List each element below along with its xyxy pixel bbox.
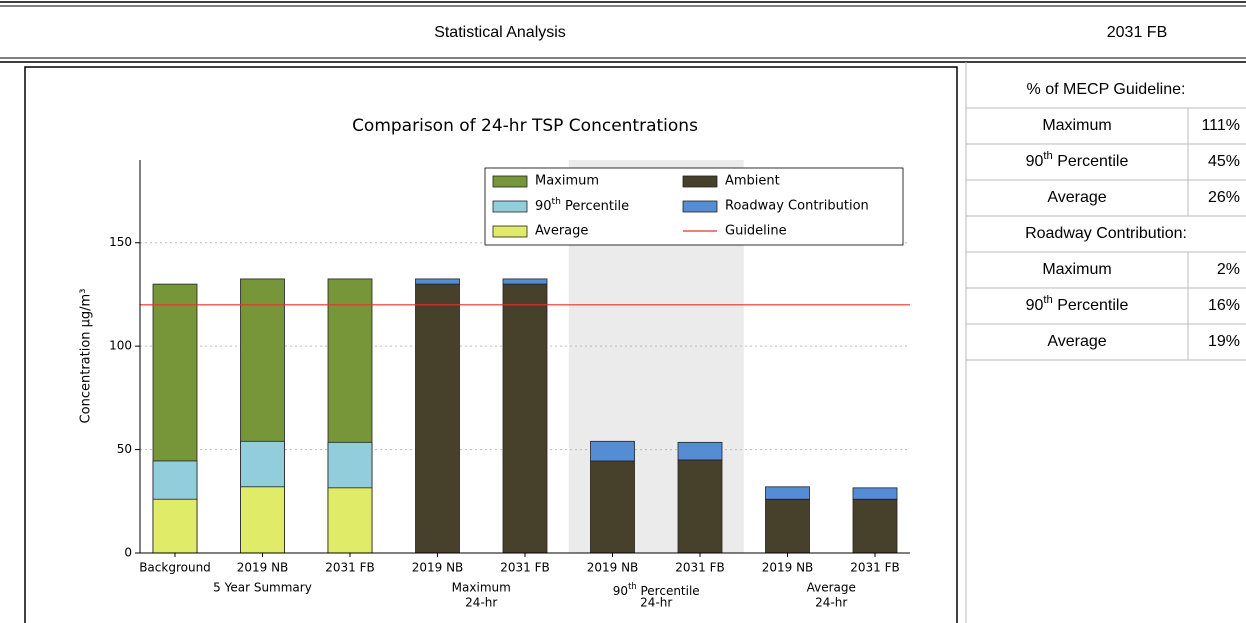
group-label: Average <box>807 581 856 595</box>
table-row-value: 45% <box>1208 153 1240 170</box>
y-axis-label: Concentration µg/m³ <box>79 289 94 424</box>
bar <box>415 278 460 285</box>
bar <box>240 486 285 554</box>
y-tick-label: 50 <box>117 442 132 456</box>
group-label: 24-hr <box>815 596 847 610</box>
table-row-value: 26% <box>1208 189 1240 206</box>
header-title: Statistical Analysis <box>434 24 566 41</box>
legend-label: Ambient <box>725 174 780 189</box>
legend-label: Maximum <box>535 174 599 189</box>
x-tick-label: 2019 NB <box>762 561 814 575</box>
table-row-value: 16% <box>1208 297 1240 314</box>
group-label: 24-hr <box>640 596 672 610</box>
table-row-label: Maximum <box>1042 117 1111 134</box>
x-tick-label: 2019 NB <box>587 561 639 575</box>
group-label: Maximum <box>452 581 511 595</box>
y-tick-label: 100 <box>109 339 132 353</box>
bar <box>502 278 548 285</box>
group-label: 24-hr <box>465 596 497 610</box>
legend-label: Guideline <box>725 224 787 239</box>
legend-swatch <box>492 225 528 238</box>
chart-title: Comparison of 24-hr TSP Concentrations <box>352 116 698 136</box>
x-tick-label: 2019 NB <box>412 561 464 575</box>
x-tick-label: 2031 FB <box>675 561 725 575</box>
table-row-label: 90th Percentile <box>1026 294 1129 314</box>
bar <box>852 498 898 554</box>
table-row-label: Average <box>1047 189 1106 206</box>
legend-label: Roadway Contribution <box>725 199 869 214</box>
bar <box>327 487 373 554</box>
header-scenario: 2031 FB <box>1107 24 1167 41</box>
table-row-label: Average <box>1047 333 1106 350</box>
x-tick-label: 2019 NB <box>237 561 289 575</box>
legend-label: 90th Percentile <box>535 197 629 214</box>
table-row-value: 19% <box>1208 333 1240 350</box>
bar <box>415 283 460 554</box>
bar <box>852 487 898 500</box>
bar <box>677 441 723 461</box>
legend-swatch <box>682 175 718 188</box>
x-tick-label: 2031 FB <box>850 561 900 575</box>
x-tick-label: 2031 FB <box>325 561 375 575</box>
chart-frame <box>24 66 958 623</box>
table-row-label: Maximum <box>1042 261 1111 278</box>
bar <box>765 498 810 554</box>
table-row-value: 111% <box>1201 117 1240 134</box>
group-label: 90th Percentile <box>613 581 700 598</box>
legend-swatch <box>492 200 528 213</box>
bar <box>590 440 635 462</box>
bar <box>152 498 198 554</box>
bar <box>502 283 548 554</box>
table-row-value: 2% <box>1217 261 1240 278</box>
y-tick-label: 0 <box>124 546 132 560</box>
group-label: 5 Year Summary <box>213 581 312 595</box>
bar <box>677 459 723 554</box>
bar <box>765 486 810 500</box>
table-section-title: Roadway Contribution: <box>1025 225 1187 242</box>
bar <box>590 460 635 554</box>
table-row-label: 90th Percentile <box>1026 150 1129 170</box>
legend-swatch <box>492 175 528 188</box>
x-tick-label: 2031 FB <box>500 561 550 575</box>
x-tick-label: Background <box>139 561 211 575</box>
y-tick-label: 150 <box>109 235 132 249</box>
legend-label: Average <box>535 224 588 239</box>
legend-swatch <box>682 200 718 213</box>
table-section-title: % of MECP Guideline: <box>1027 81 1186 98</box>
